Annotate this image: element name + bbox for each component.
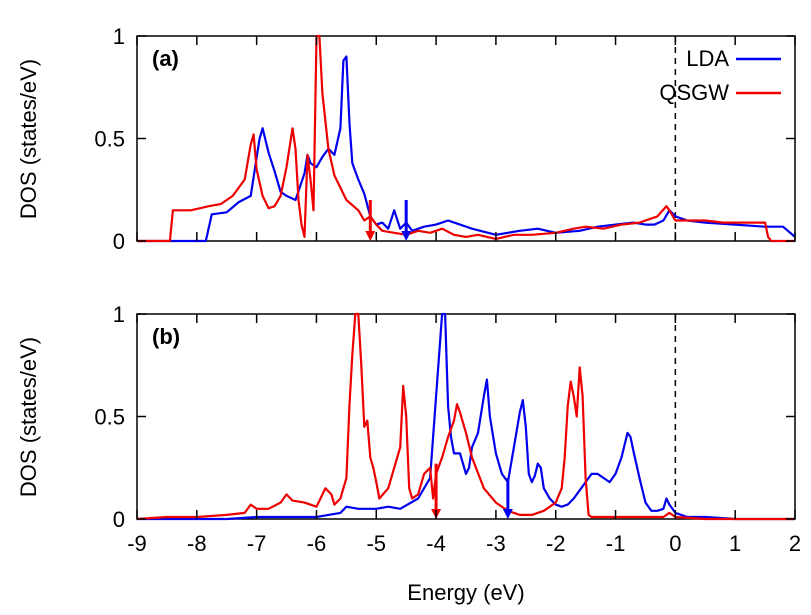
panel-a-y-tick-label: 0.5 [94,127,125,152]
panel-a-label: (a) [152,46,179,71]
x-axis-label: Energy (eV) [407,580,524,605]
panel-a-markers [365,200,412,241]
legend-entry-qsgw: QSGW [659,80,729,105]
panel-a-qsgw-arrow-marker [365,200,376,241]
x-tick-label: 2 [789,531,801,556]
legend-entry-lda: LDA [686,46,729,71]
x-tick-label: -1 [606,531,626,556]
panel-a-y-tick-label: 1 [113,24,125,49]
panel-a-y-axis-label: DOS (states/eV) [16,59,41,219]
panel-b-markers [431,463,513,519]
x-tick-label: -3 [486,531,506,556]
x-tick-label: 1 [729,531,741,556]
x-tick-label: -6 [307,531,327,556]
panel-b-y-axis-label: DOS (states/eV) [16,337,41,497]
panel-b-y-tick-label: 1 [113,302,125,327]
panel-b-plot-area: 00.51 -9 -8 -7 -6 -5 -4 -3 -2 -1 0 1 2 [94,302,801,556]
x-tick-label: -9 [127,531,147,556]
x-tick-label: 0 [669,531,681,556]
panel-b-series-qsgw-line [136,312,795,521]
x-tick-label: -7 [247,531,267,556]
panel-b-y-tick-label: 0.5 [94,405,125,430]
panel-b-y-tick-label: 0 [113,507,125,532]
panel-a-y-tick-label: 0 [113,229,125,254]
legend: LDA QSGW [659,46,781,105]
panel-b-series-lda-line [137,312,795,521]
panel-a-plot-area: 00.51 [94,24,796,254]
panel-b-frame [136,313,796,520]
panel-b-label: (b) [152,324,180,349]
panel-a-lda-arrow-marker [401,200,412,241]
panel-b-y-ticks: 00.51 [94,302,796,532]
x-tick-label: -5 [366,531,386,556]
panel-a-curves [137,34,796,243]
x-tick-label: -4 [426,531,446,556]
panel-a-series-qsgw-line [137,34,795,243]
panel-b-x-ticks: -9 -8 -7 -6 -5 -4 -3 -2 -1 0 1 2 [127,531,801,556]
x-tick-label: -8 [187,531,207,556]
panel-b-lda-arrow-marker [502,478,513,519]
panel-a-y-ticks: 00.51 [94,24,796,254]
panel-a: 00.51 (a) DOS (states/eV) LDA QSGW [16,24,796,254]
panel-b: 00.51 -9 -8 -7 -6 -5 -4 -3 -2 -1 0 1 2 (b) DOS (sta… [16,302,801,605]
panel-b-curves [136,312,795,521]
x-tick-label: -2 [546,531,566,556]
panel-a-series-lda-line [137,55,796,243]
